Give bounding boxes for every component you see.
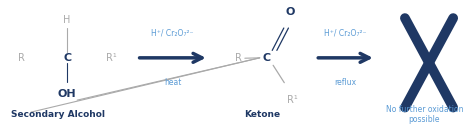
Text: No further oxidation
possible: No further oxidation possible — [386, 105, 463, 124]
Text: R¹: R¹ — [287, 95, 298, 105]
Text: R: R — [18, 53, 25, 63]
Text: Ketone: Ketone — [244, 110, 280, 119]
Text: heat: heat — [164, 78, 182, 87]
Text: R: R — [236, 53, 242, 63]
Text: R¹: R¹ — [106, 53, 117, 63]
Text: reflux: reflux — [335, 78, 356, 87]
Text: C: C — [263, 53, 271, 63]
Text: C: C — [63, 53, 71, 63]
Text: OH: OH — [58, 89, 76, 99]
Text: Secondary Alcohol: Secondary Alcohol — [11, 110, 105, 119]
Text: H: H — [64, 15, 71, 25]
Text: H⁺/ Cr₂O₇²⁻: H⁺/ Cr₂O₇²⁻ — [151, 28, 194, 37]
Text: O: O — [285, 7, 294, 17]
Text: H⁺/ Cr₂O₇²⁻: H⁺/ Cr₂O₇²⁻ — [324, 28, 367, 37]
